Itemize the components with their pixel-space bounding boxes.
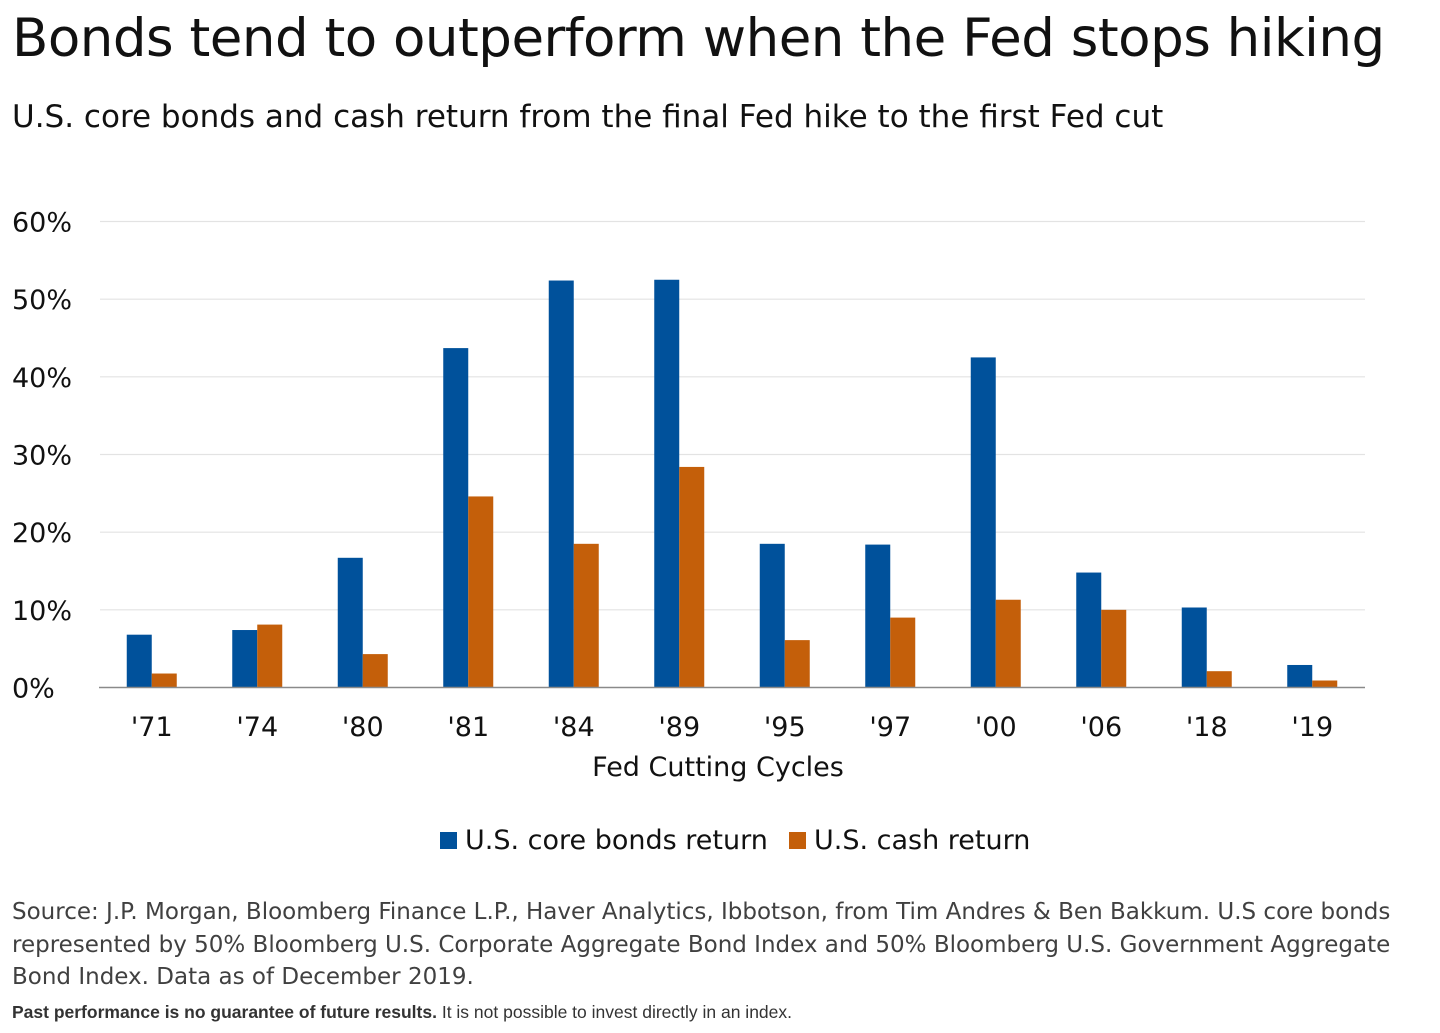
x-tick-label: '06 xyxy=(1080,712,1122,743)
y-tick-label: 60% xyxy=(12,208,72,239)
y-tick-label: 20% xyxy=(12,518,72,549)
bar-cash xyxy=(1101,609,1127,688)
y-tick-label: 10% xyxy=(12,596,72,627)
x-tick-label: '97 xyxy=(869,712,911,743)
bar-core-bonds xyxy=(443,348,469,688)
disclaimer-regular: It is not possible to invest directly in… xyxy=(436,1002,793,1022)
bar-cash xyxy=(1206,671,1232,688)
disclaimer: Past performance is no guarantee of futu… xyxy=(12,1000,792,1024)
x-tick-label: '00 xyxy=(975,712,1017,743)
axes: 0% 10% 20% 30% 40% 50% 60% '71 '74 '80 '81 '84 '89 '9… xyxy=(12,208,1365,743)
bar-cash xyxy=(257,624,283,688)
bar-cash xyxy=(890,617,916,688)
chart-title: Bonds tend to outperform when the Fed st… xyxy=(12,8,1385,69)
bars xyxy=(126,279,1338,688)
y-tick-label: 40% xyxy=(12,363,72,394)
y-tick-label: 30% xyxy=(12,441,72,472)
y-tick-label: 50% xyxy=(12,285,72,316)
bar-core-bonds xyxy=(654,279,680,688)
legend: U.S. core bonds return U.S. cash return xyxy=(0,818,1440,862)
bar-cash xyxy=(679,466,705,688)
bar-chart: 0% 10% 20% 30% 40% 50% 60% '71 '74 '80 '81 '84 '89 '9… xyxy=(12,208,1365,783)
x-tick-label: '19 xyxy=(1291,712,1333,743)
x-axis-title: Fed Cutting Cycles xyxy=(592,752,844,783)
x-tick-label: '89 xyxy=(658,712,700,743)
x-tick-label: '95 xyxy=(764,712,806,743)
legend-item-cash: U.S. cash return xyxy=(789,818,1030,862)
bar-core-bonds xyxy=(759,543,785,688)
disclaimer-bold: Past performance is no guarantee of futu… xyxy=(12,1002,437,1022)
legend-label-cash: U.S. cash return xyxy=(814,824,1031,856)
bar-cash xyxy=(995,599,1021,688)
legend-swatch-bonds xyxy=(440,831,457,849)
legend-swatch-cash xyxy=(789,831,806,849)
bar-core-bonds xyxy=(232,630,258,688)
bar-cash xyxy=(151,673,177,688)
bar-core-bonds xyxy=(865,544,891,688)
chart-subtitle: U.S. core bonds and cash return from the… xyxy=(12,99,1164,135)
x-tick-label: '84 xyxy=(553,712,595,743)
x-tick-label: '71 xyxy=(131,712,173,743)
legend-item-bonds: U.S. core bonds return xyxy=(440,818,768,862)
x-tick-label: '80 xyxy=(342,712,384,743)
bar-core-bonds xyxy=(1076,572,1102,688)
y-tick-label: 0% xyxy=(12,674,55,705)
bar-core-bonds xyxy=(548,280,574,688)
bar-cash xyxy=(784,640,810,688)
source-note: Source: J.P. Morgan, Bloomberg Finance L… xyxy=(12,899,1391,990)
bar-core-bonds xyxy=(970,357,996,688)
bar-cash xyxy=(573,543,599,688)
bar-core-bonds xyxy=(126,634,152,688)
x-tick-label: '74 xyxy=(236,712,278,743)
x-tick-label: '81 xyxy=(447,712,489,743)
bar-core-bonds xyxy=(1287,664,1313,688)
legend-label-bonds: U.S. core bonds return xyxy=(465,824,768,856)
x-tick-label: '18 xyxy=(1186,712,1228,743)
bar-core-bonds xyxy=(1181,607,1207,688)
bar-cash xyxy=(468,496,494,688)
bar-cash xyxy=(362,654,388,688)
bar-core-bonds xyxy=(337,557,363,688)
bar-cash xyxy=(1312,680,1338,688)
gridlines xyxy=(100,220,1365,611)
